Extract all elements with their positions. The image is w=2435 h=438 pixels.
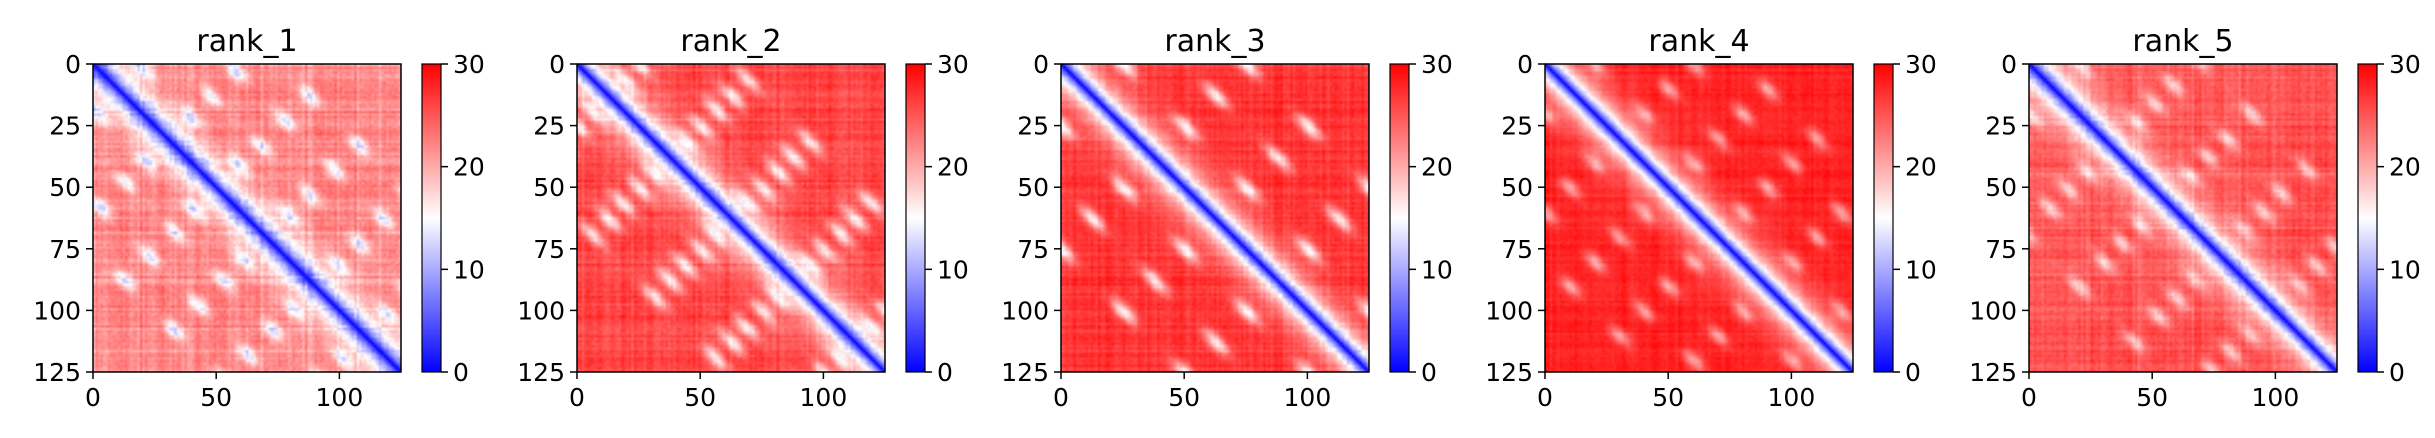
x-tick-label: 0 xyxy=(1053,383,1069,412)
y-tick-label: 100 xyxy=(517,296,565,325)
y-tick-label: 125 xyxy=(517,358,565,387)
axes-frame xyxy=(2028,63,2338,373)
x-tick-label: 0 xyxy=(569,383,585,412)
colorbar-tick-label: 0 xyxy=(1421,358,1437,387)
colorbar-tick-label: 20 xyxy=(1905,153,1937,182)
panel-title: rank_4 xyxy=(1648,24,1749,59)
heatmap-image xyxy=(2029,64,2337,372)
y-tick-label: 100 xyxy=(1969,296,2017,325)
panel-title: rank_1 xyxy=(196,24,297,59)
colorbar-tick-label: 10 xyxy=(937,255,969,284)
colorbar-tick-label: 20 xyxy=(937,153,969,182)
colorbar xyxy=(2357,63,2378,373)
x-tick-label: 100 xyxy=(800,383,848,412)
colorbar-tick-label: 0 xyxy=(2389,358,2405,387)
colorbar-tick-label: 30 xyxy=(937,50,969,79)
y-tick-label: 100 xyxy=(33,296,81,325)
y-tick-label: 25 xyxy=(49,112,81,141)
panel-title: rank_2 xyxy=(680,24,781,59)
colorbar-tick-label: 0 xyxy=(937,358,953,387)
colorbar-tick-label: 20 xyxy=(453,153,485,182)
axes-frame xyxy=(1060,63,1370,373)
panel-title: rank_5 xyxy=(2132,24,2233,59)
y-tick-label: 50 xyxy=(49,173,81,202)
y-tick-label: 25 xyxy=(533,112,565,141)
colorbar-tick-label: 20 xyxy=(1421,153,1453,182)
colorbar xyxy=(905,63,926,373)
colorbar-tick-label: 30 xyxy=(1421,50,1453,79)
y-tick-label: 0 xyxy=(65,50,81,79)
axes-frame xyxy=(1544,63,1854,373)
y-tick-label: 100 xyxy=(1485,296,1533,325)
colorbar-tick-label: 0 xyxy=(1905,358,1921,387)
y-tick-label: 75 xyxy=(49,235,81,264)
y-tick-label: 0 xyxy=(1033,50,1049,79)
colorbar xyxy=(1389,63,1410,373)
x-tick-label: 50 xyxy=(1168,383,1200,412)
colorbar-tick-label: 0 xyxy=(453,358,469,387)
x-tick-label: 50 xyxy=(1652,383,1684,412)
x-tick-label: 50 xyxy=(684,383,716,412)
x-tick-label: 0 xyxy=(1537,383,1553,412)
colorbar-tick-label: 30 xyxy=(1905,50,1937,79)
colorbar xyxy=(421,63,442,373)
colorbar-tick-label: 20 xyxy=(2389,153,2421,182)
y-tick-label: 50 xyxy=(1501,173,1533,202)
x-tick-label: 0 xyxy=(2021,383,2037,412)
colorbar-tick-label: 10 xyxy=(453,255,485,284)
panel-title: rank_3 xyxy=(1164,24,1265,59)
colorbar-tick-label: 10 xyxy=(1421,255,1453,284)
axes-frame xyxy=(576,63,886,373)
y-tick-label: 75 xyxy=(1017,235,1049,264)
y-tick-label: 100 xyxy=(1001,296,1049,325)
y-tick-label: 25 xyxy=(1501,112,1533,141)
y-tick-label: 0 xyxy=(1517,50,1533,79)
colorbar-tick-label: 30 xyxy=(453,50,485,79)
x-tick-label: 100 xyxy=(2252,383,2300,412)
y-tick-label: 50 xyxy=(533,173,565,202)
colorbar-tick-label: 10 xyxy=(2389,255,2421,284)
heatmap-image xyxy=(1061,64,1369,372)
x-tick-label: 100 xyxy=(1284,383,1332,412)
y-tick-label: 75 xyxy=(533,235,565,264)
axes-frame xyxy=(92,63,402,373)
heatmap-image xyxy=(1545,64,1853,372)
heatmap-image xyxy=(577,64,885,372)
x-tick-label: 100 xyxy=(1768,383,1816,412)
y-tick-label: 50 xyxy=(1985,173,2017,202)
x-tick-label: 50 xyxy=(2136,383,2168,412)
y-tick-label: 25 xyxy=(1985,112,2017,141)
y-tick-label: 125 xyxy=(1001,358,1049,387)
x-tick-label: 100 xyxy=(316,383,364,412)
y-tick-label: 125 xyxy=(1969,358,2017,387)
y-tick-label: 125 xyxy=(1485,358,1533,387)
colorbar xyxy=(1873,63,1894,373)
y-tick-label: 0 xyxy=(549,50,565,79)
colorbar-tick-label: 10 xyxy=(1905,255,1937,284)
y-tick-label: 75 xyxy=(1985,235,2017,264)
colorbar-tick-label: 30 xyxy=(2389,50,2421,79)
x-tick-label: 0 xyxy=(85,383,101,412)
y-tick-label: 50 xyxy=(1017,173,1049,202)
y-tick-label: 25 xyxy=(1017,112,1049,141)
y-tick-label: 0 xyxy=(2001,50,2017,79)
y-tick-label: 75 xyxy=(1501,235,1533,264)
y-tick-label: 125 xyxy=(33,358,81,387)
x-tick-label: 50 xyxy=(200,383,232,412)
heatmap-image xyxy=(93,64,401,372)
